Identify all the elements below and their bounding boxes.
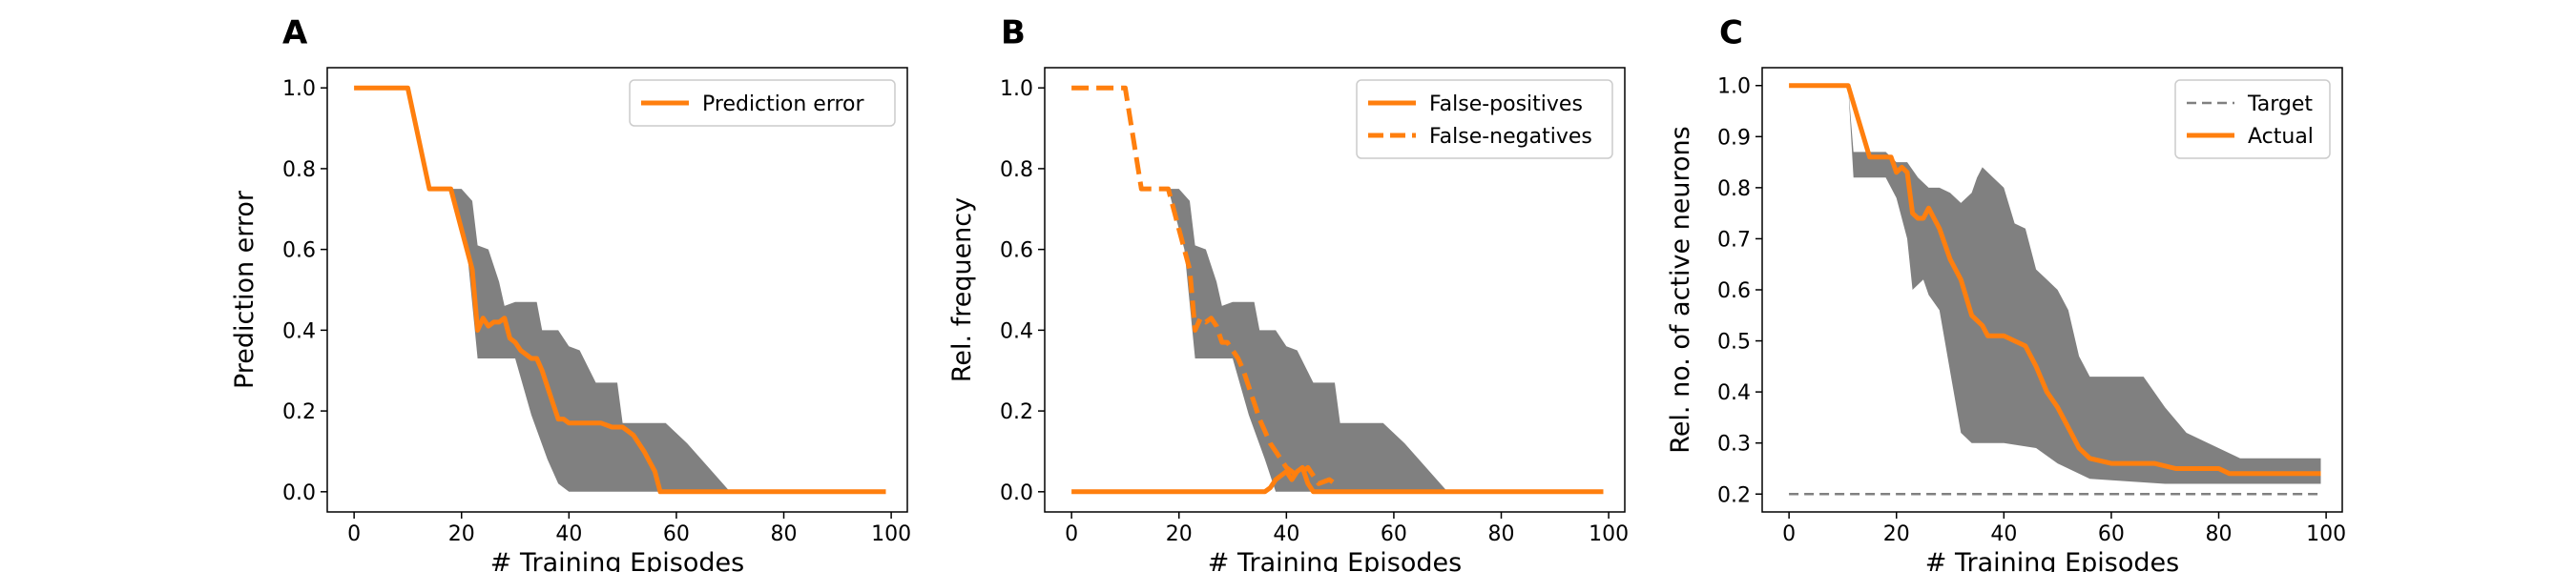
confidence-band bbox=[450, 189, 731, 492]
x-tick-label: 100 bbox=[2306, 522, 2346, 546]
x-tick-label: 0 bbox=[1782, 522, 1796, 546]
legend-entry-label: Prediction error bbox=[702, 92, 864, 116]
y-axis-label: Rel. no. of active neurons bbox=[1666, 126, 1695, 453]
panel-label: B bbox=[1001, 14, 1026, 52]
y-tick-label: 0.8 bbox=[1717, 177, 1751, 201]
y-tick-label: 1.0 bbox=[1717, 75, 1751, 99]
y-axis-label: Prediction error bbox=[230, 190, 260, 389]
legend-box bbox=[2174, 79, 2331, 159]
panel-label: C bbox=[1719, 14, 1743, 52]
y-tick-label: 0.7 bbox=[1717, 228, 1751, 252]
y-tick-label: 0.4 bbox=[282, 319, 316, 343]
legend: Prediction error bbox=[629, 79, 896, 127]
legend-entry-label: False-negatives bbox=[1429, 125, 1592, 149]
legend: Target Actual bbox=[2174, 79, 2331, 159]
x-axis-label: # Training Episodes bbox=[1208, 548, 1462, 572]
legend-entry-label: Target bbox=[2247, 92, 2313, 116]
x-tick-label: 20 bbox=[448, 522, 475, 546]
x-tick-label: 40 bbox=[1273, 522, 1299, 546]
y-tick-label: 0.2 bbox=[282, 400, 316, 424]
axes-frame bbox=[326, 67, 908, 513]
legend: False-positives False-negatives bbox=[1356, 79, 1613, 159]
x-tick-label: 20 bbox=[1883, 522, 1910, 546]
x-axis-label: # Training Episodes bbox=[1925, 548, 2179, 572]
y-tick-label: 0.6 bbox=[1717, 279, 1751, 303]
confidence-band bbox=[1168, 189, 1448, 492]
legend-entry-label: False-positives bbox=[1429, 92, 1583, 116]
x-tick-label: 60 bbox=[1381, 522, 1407, 546]
y-tick-label: 0.3 bbox=[1717, 433, 1751, 457]
x-tick-label: 80 bbox=[771, 522, 798, 546]
y-tick-label: 0.0 bbox=[282, 481, 316, 505]
x-tick-label: 100 bbox=[871, 522, 911, 546]
y-tick-label: 0.8 bbox=[1000, 158, 1033, 182]
y-tick-label: 1.0 bbox=[1000, 77, 1033, 101]
panel-label: A bbox=[282, 14, 308, 52]
chart-panel-b: B 0 20 40 60 80 100 0.0 0.2 0.4 0.6 0.8 1.0 # Trainin… bbox=[947, 14, 1629, 572]
legend-entry-label: Actual bbox=[2248, 125, 2314, 149]
x-tick-label: 20 bbox=[1166, 522, 1193, 546]
series-line-false-negatives bbox=[1071, 85, 1337, 486]
y-tick-label: 0.5 bbox=[1717, 331, 1751, 355]
x-tick-label: 60 bbox=[2098, 522, 2125, 546]
y-tick-label: 0.8 bbox=[282, 158, 316, 182]
x-tick-label: 40 bbox=[1990, 522, 2017, 546]
axes-frame bbox=[1044, 67, 1626, 513]
y-tick-label: 0.4 bbox=[1000, 319, 1033, 343]
y-tick-label: 0.9 bbox=[1717, 126, 1751, 150]
x-tick-label: 0 bbox=[1065, 522, 1078, 546]
x-tick-label: 0 bbox=[347, 522, 361, 546]
x-tick-label: 80 bbox=[2206, 522, 2233, 546]
x-tick-label: 40 bbox=[555, 522, 582, 546]
x-tick-label: 60 bbox=[663, 522, 690, 546]
chart-panel-c: C 0 20 40 60 80 100 0.2 0.3 0.4 0.5 0.6 0.7 0.8 0.9 1.0… bbox=[1666, 14, 2346, 572]
y-tick-label: 1.0 bbox=[282, 77, 316, 101]
x-axis-label: # Training Episodes bbox=[490, 548, 744, 572]
y-tick-label: 0.4 bbox=[1717, 381, 1751, 405]
x-tick-label: 100 bbox=[1589, 522, 1629, 546]
legend-box bbox=[629, 79, 896, 127]
legend-box bbox=[1356, 79, 1613, 159]
chart-panel-a: A 0 20 40 60 80 100 0.0 0.2 0.4 0.6 0.8 1.0 # Trainin… bbox=[230, 14, 911, 572]
series-line-prediction-error bbox=[354, 85, 886, 495]
confidence-band bbox=[1848, 85, 2321, 484]
y-tick-label: 0.6 bbox=[282, 239, 316, 263]
x-tick-label: 80 bbox=[1488, 522, 1515, 546]
series-line-actual bbox=[1789, 83, 2321, 477]
y-axis-label: Rel. frequency bbox=[947, 197, 977, 382]
y-tick-label: 0.2 bbox=[1717, 483, 1751, 507]
y-tick-label: 0.2 bbox=[1000, 400, 1033, 424]
y-tick-label: 0.0 bbox=[1000, 481, 1033, 505]
y-tick-label: 0.6 bbox=[1000, 239, 1033, 263]
